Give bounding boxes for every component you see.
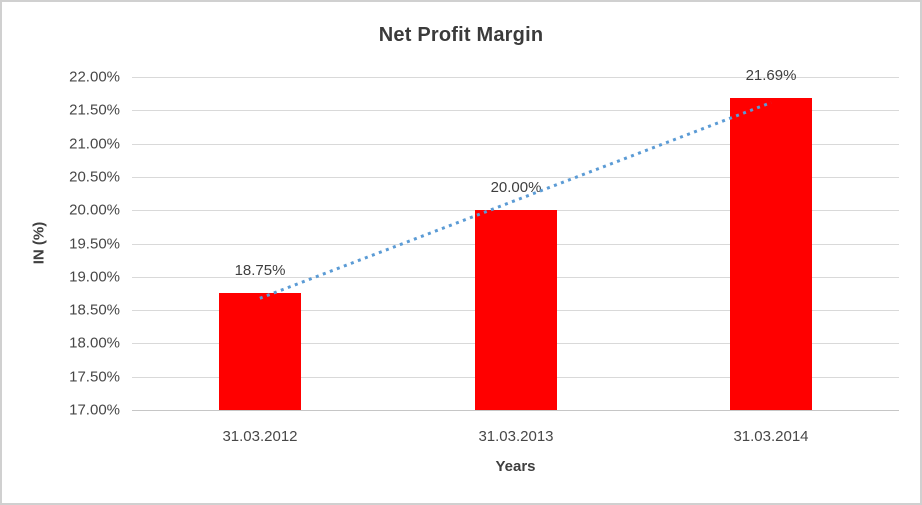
data-label: 21.69% bbox=[745, 67, 797, 84]
y-tick-label: 22.00% bbox=[69, 68, 120, 86]
bar-31.03.2013 bbox=[475, 210, 557, 410]
chart-title: Net Profit Margin bbox=[378, 24, 544, 46]
y-tick-label: 21.50% bbox=[69, 101, 120, 119]
y-tick-label: 17.50% bbox=[69, 368, 120, 386]
x-tick-label: 31.03.2014 bbox=[733, 428, 809, 445]
plot-area: 18.75% 20.00% 21.69% bbox=[132, 67, 899, 411]
y-tick-label: 18.50% bbox=[69, 301, 120, 319]
gridline bbox=[132, 77, 899, 78]
y-tick-label: 19.50% bbox=[69, 235, 120, 253]
y-tick-label: 18.00% bbox=[69, 334, 120, 352]
y-tick-label: 21.00% bbox=[69, 135, 120, 153]
x-axis-title: Years bbox=[495, 458, 536, 475]
bar-31.03.2012 bbox=[219, 293, 301, 410]
y-tick-label: 20.50% bbox=[69, 168, 120, 186]
bar-31.03.2014 bbox=[730, 98, 812, 410]
data-label: 18.75% bbox=[234, 262, 286, 279]
y-tick-label: 20.00% bbox=[69, 201, 120, 219]
gridline bbox=[132, 410, 899, 411]
x-tick-label: 31.03.2013 bbox=[478, 428, 554, 445]
data-label: 20.00% bbox=[490, 179, 542, 196]
y-tick-label: 17.00% bbox=[69, 401, 120, 419]
x-tick-label: 31.03.2012 bbox=[222, 428, 298, 445]
y-tick-label: 19.00% bbox=[69, 268, 120, 286]
